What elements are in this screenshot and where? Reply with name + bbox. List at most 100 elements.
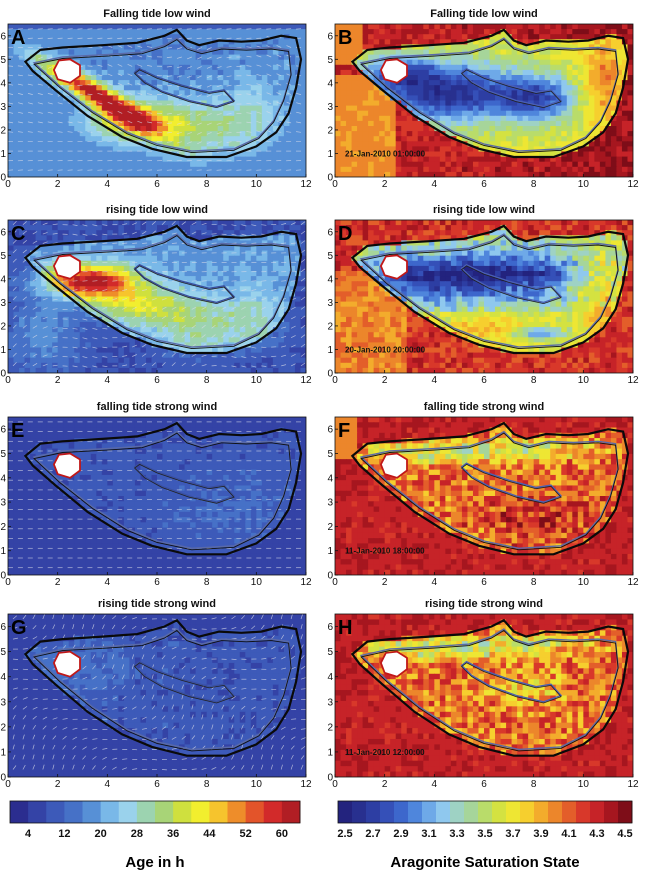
colorbar-tick-label: 3.1 bbox=[421, 828, 436, 840]
shoreline-inner-contour bbox=[33, 39, 292, 154]
y-tick-label: 4 bbox=[0, 473, 6, 484]
y-tick-label: 3 bbox=[327, 102, 333, 113]
panel-letter: G bbox=[11, 617, 27, 639]
colorbar-tick-label: 4.3 bbox=[589, 828, 604, 840]
colorbar-swatch bbox=[576, 801, 591, 823]
colorbar-tick-label: 12 bbox=[58, 828, 70, 840]
colorbar-age: 4 12 20 28 36 44 52 60 Age in h bbox=[9, 800, 301, 871]
colorbar-tick-label: 2.5 bbox=[337, 828, 352, 840]
y-tick-label: 5 bbox=[0, 55, 6, 66]
y-tick-label: 3 bbox=[0, 498, 6, 509]
panel-letter: H bbox=[338, 617, 352, 639]
x-tick-label: 0 bbox=[332, 779, 338, 790]
island-contour bbox=[460, 462, 563, 503]
x-tick-label: 10 bbox=[578, 375, 590, 386]
colorbar-swatch bbox=[422, 801, 437, 823]
x-tick-label: 4 bbox=[105, 179, 111, 190]
heatmap-field bbox=[335, 24, 633, 177]
x-tick-label: 6 bbox=[154, 577, 160, 588]
x-tick-label: 4 bbox=[432, 179, 438, 190]
colorbar-tick-label: 3.9 bbox=[533, 828, 548, 840]
colorbar-swatch bbox=[534, 801, 549, 823]
x-tick-label: 8 bbox=[204, 179, 210, 190]
y-tick-label: 2 bbox=[0, 125, 6, 136]
y-tick-label: 1 bbox=[0, 345, 6, 356]
channel-contour bbox=[32, 233, 292, 348]
station-marker bbox=[53, 452, 81, 479]
y-tick-label: 3 bbox=[327, 298, 333, 309]
y-tick-label: 6 bbox=[0, 227, 6, 238]
colorbar-swatch bbox=[46, 801, 65, 823]
island-contour bbox=[460, 263, 563, 304]
y-tick-label: 5 bbox=[0, 647, 6, 658]
colorbar-swatch bbox=[436, 801, 451, 823]
x-tick-label: 12 bbox=[300, 577, 312, 588]
x-tick-label: 0 bbox=[332, 577, 338, 588]
x-tick-label: 0 bbox=[5, 779, 11, 790]
colorbar-swatch bbox=[380, 801, 395, 823]
colorbar-swatch bbox=[590, 801, 605, 823]
colorbar-tick-label: 3.7 bbox=[505, 828, 520, 840]
heatmap-field bbox=[335, 614, 633, 777]
panel-title: rising tide strong wind bbox=[425, 598, 543, 610]
station-marker bbox=[379, 58, 408, 84]
y-tick-label: 5 bbox=[327, 647, 333, 658]
colorbar-swatch bbox=[245, 801, 265, 823]
channel-contour bbox=[359, 37, 619, 152]
shoreline-outer-contour bbox=[23, 28, 303, 159]
colorbar-tick-label: 4.5 bbox=[617, 828, 632, 840]
y-tick-label: 0 bbox=[327, 773, 333, 784]
panel-title: Falling tide low wind bbox=[430, 8, 538, 20]
station-marker bbox=[53, 254, 81, 280]
x-tick-label: 6 bbox=[154, 179, 160, 190]
colorbar-swatch bbox=[506, 801, 521, 823]
shoreline-inner-contour bbox=[360, 629, 619, 752]
panel-letter: A bbox=[11, 27, 25, 49]
panel-letter: C bbox=[11, 223, 25, 245]
colorbar-swatch bbox=[136, 801, 156, 823]
shoreline-outer-contour bbox=[350, 224, 630, 355]
timestamp-label: 11-Jan-2010 12:00:00 bbox=[345, 748, 425, 757]
colorbar-swatch bbox=[173, 801, 192, 823]
colorbar-swatch bbox=[209, 801, 228, 823]
x-tick-label: 4 bbox=[105, 375, 111, 386]
panel-title: falling tide strong wind bbox=[424, 401, 544, 413]
y-tick-label: 5 bbox=[327, 55, 333, 66]
channel-contour bbox=[32, 628, 292, 751]
y-tick-label: 1 bbox=[0, 149, 6, 160]
colorbar-swatch bbox=[227, 801, 247, 823]
y-tick-label: 3 bbox=[0, 298, 6, 309]
y-tick-label: 6 bbox=[327, 31, 333, 42]
x-tick-label: 8 bbox=[531, 375, 537, 386]
y-tick-label: 3 bbox=[0, 697, 6, 708]
x-tick-label: 8 bbox=[531, 577, 537, 588]
x-tick-label: 6 bbox=[481, 779, 487, 790]
colorbar-tick-label: 52 bbox=[239, 828, 251, 840]
colorbar-swatch bbox=[562, 801, 577, 823]
panel-title: rising tide strong wind bbox=[98, 598, 216, 610]
colorbar-tick-label: 4.1 bbox=[561, 828, 576, 840]
shoreline-inner-contour bbox=[360, 235, 619, 350]
shoreline-outer-contour bbox=[23, 618, 303, 757]
y-tick-label: 2 bbox=[327, 722, 333, 733]
x-tick-label: 2 bbox=[382, 179, 388, 190]
y-tick-label: 6 bbox=[327, 425, 333, 436]
y-tick-label: 4 bbox=[327, 78, 333, 89]
x-tick-label: 2 bbox=[382, 375, 388, 386]
colorbar-swatch bbox=[548, 801, 563, 823]
colorbar-swatch bbox=[263, 801, 283, 823]
panel-title: rising tide low wind bbox=[106, 204, 208, 216]
x-tick-label: 8 bbox=[204, 375, 210, 386]
channel-contour bbox=[359, 233, 619, 348]
x-tick-label: 4 bbox=[432, 577, 438, 588]
colorbar-tick-label: 36 bbox=[167, 828, 179, 840]
colorbar-swatch bbox=[28, 801, 47, 823]
x-tick-label: 8 bbox=[204, 577, 210, 588]
x-tick-label: 10 bbox=[578, 779, 590, 790]
colorbar-swatch bbox=[478, 801, 493, 823]
colorbar-swatch bbox=[352, 801, 367, 823]
station-marker bbox=[53, 58, 81, 84]
